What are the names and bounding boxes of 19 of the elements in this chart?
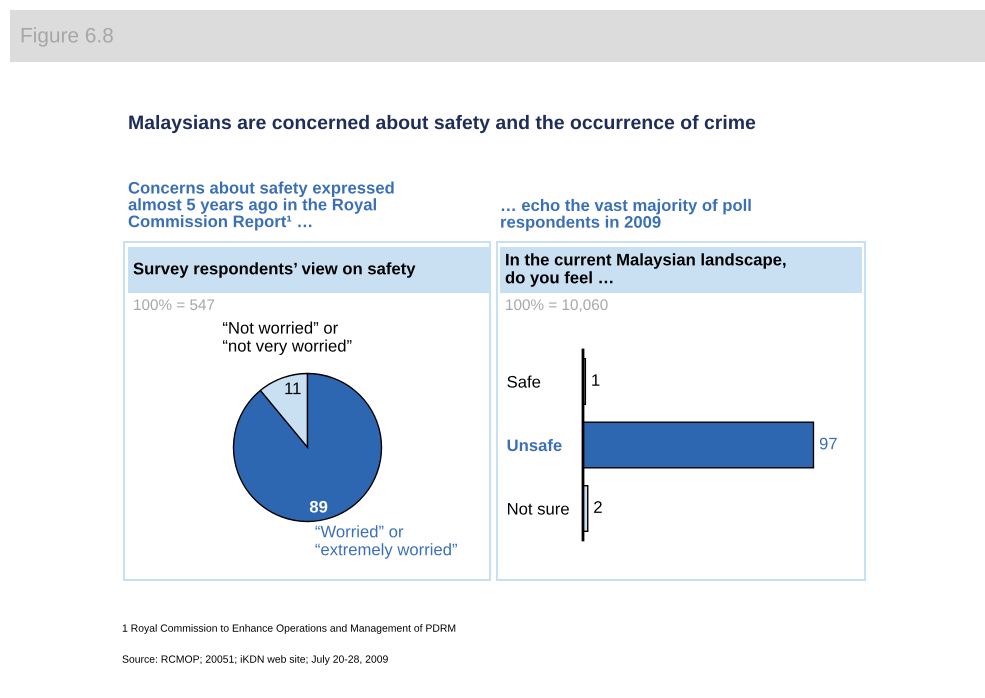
y-tick-label: Unsafe [508, 438, 562, 452]
data-label: 97 [820, 438, 837, 450]
data-label: 2 [594, 501, 602, 513]
chart-title: Survey respondents’ view on safety [133, 262, 416, 278]
chart-subtitle: 100% = 547 [134, 299, 214, 310]
data-label: 89 [310, 500, 328, 513]
slice-label: “Worried” or “extremely worried” [316, 525, 457, 559]
data-label: 11 [285, 382, 301, 394]
text: Malaysians are concerned about safety and the occurrence of crime [129, 114, 756, 134]
y-tick-label: Safe [507, 375, 540, 388]
data-label: 1 [592, 374, 600, 386]
source-note: Source: RCMOP; 20051; iKDN web site; July 20-28, 2009 [122, 655, 388, 665]
text: Concerns about safety expressed almost 5 years ago in the Royal Commission Report¹ … [128, 181, 394, 231]
slice-label: “Not worried” or “not very worried” [223, 322, 352, 355]
chart-title: In the current Malaysian landscape, do you feel … [506, 253, 786, 287]
y-tick-label: Not sure [508, 503, 569, 515]
chart-subtitle: 100% = 10,060 [506, 299, 608, 312]
text: … echo the vast majority of poll respondents in 2009 [501, 198, 751, 232]
text: 1 Royal Commission to Enhance Operations and Management of PDRM [122, 624, 456, 634]
